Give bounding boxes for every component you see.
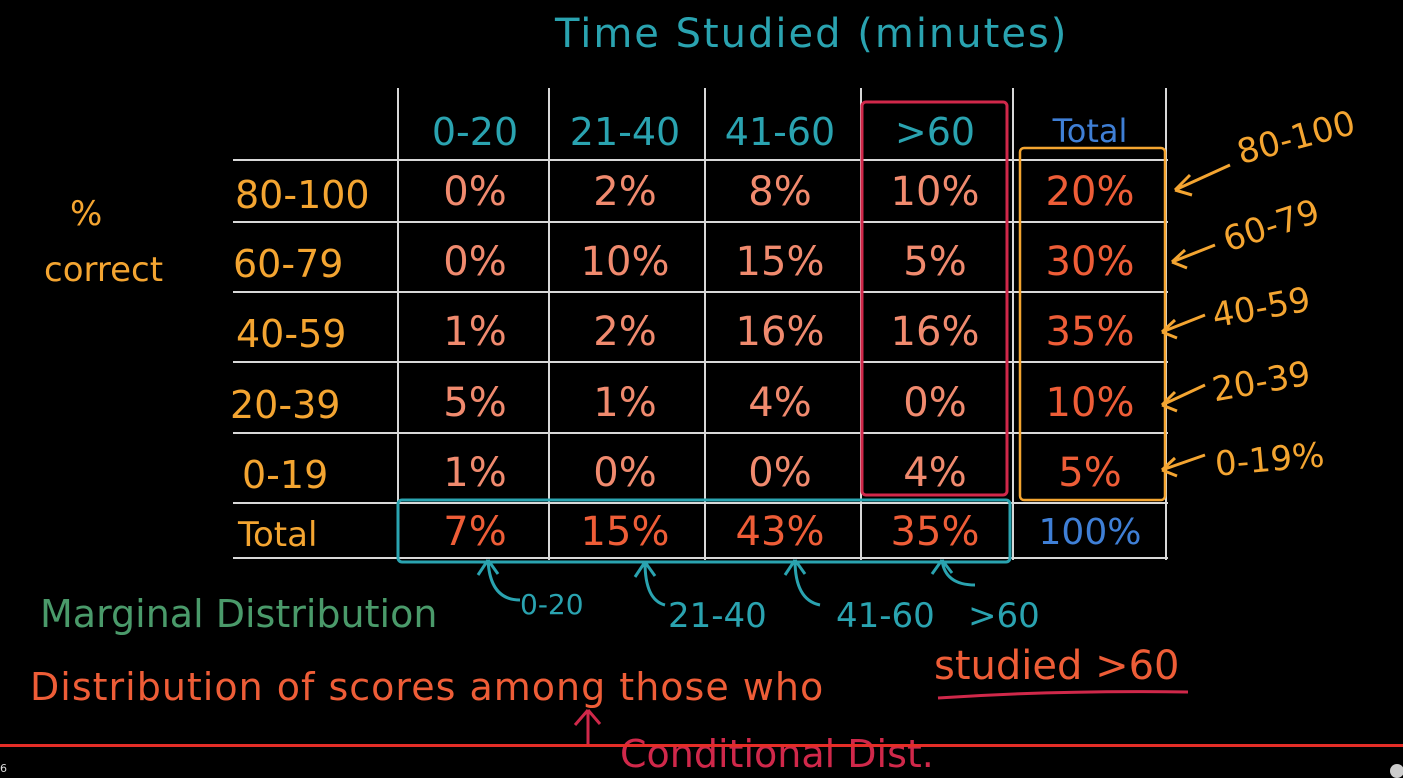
bottom-arrow-label: 21-40 [668, 596, 767, 636]
table-cell: 0% [903, 380, 967, 426]
table-cell: 0% [443, 239, 507, 285]
column-total: 7% [443, 509, 507, 555]
table-title: Time Studied (minutes) [555, 11, 1069, 57]
conditional-sentence: Distribution of scores among those who [30, 665, 825, 709]
row-total: 35% [1045, 309, 1135, 355]
conditional-sentence-end: studied >60 [934, 643, 1180, 689]
column-total: 35% [890, 509, 980, 555]
table-cell: 5% [903, 239, 967, 285]
marginal-row-box [396, 498, 1012, 564]
conditional-arrow [573, 709, 602, 745]
row-label: 40-59 [236, 312, 347, 356]
row-axis-label: % [70, 194, 103, 234]
column-header-total: Total [1052, 112, 1128, 150]
row-total: 5% [1058, 450, 1122, 496]
row-label: 60-79 [233, 242, 344, 286]
video-timestamp: 6 [0, 762, 7, 775]
table-cell: 4% [748, 380, 812, 426]
table-cell: 0% [443, 169, 507, 215]
grand-total: 100% [1038, 512, 1142, 553]
table-cell: 2% [593, 169, 657, 215]
marginal-distribution-note: Marginal Distribution [40, 592, 438, 636]
table-cell: 2% [593, 309, 657, 355]
column-total: 15% [580, 509, 670, 555]
row-total: 30% [1045, 239, 1135, 285]
row-axis-label: correct [44, 250, 164, 290]
sentence-underline [937, 690, 1189, 700]
bottom-arrow-label: 0-20 [520, 588, 584, 621]
table-cell: 16% [890, 309, 980, 355]
row-total: 10% [1045, 380, 1135, 426]
table-cell: 4% [903, 450, 967, 496]
right-arrows [1160, 163, 1231, 478]
row-label: 0-19 [242, 453, 329, 497]
column-header: >60 [894, 110, 976, 154]
table-cell: 15% [735, 239, 825, 285]
column-header: 21-40 [569, 110, 681, 154]
row-label: 80-100 [235, 173, 370, 217]
column-header: 41-60 [724, 110, 836, 154]
bottom-arrow-label: 41-60 [836, 596, 935, 636]
column-total: 43% [735, 509, 825, 555]
bottom-arrows [476, 559, 976, 607]
table-cell: 10% [580, 239, 670, 285]
column-header: 0-20 [431, 110, 519, 154]
table-cell: 1% [443, 309, 507, 355]
bottom-arrow-label: >60 [968, 596, 1040, 636]
conditional-column-box [860, 100, 1009, 497]
table-cell: 1% [443, 450, 507, 496]
video-progress-bar[interactable] [0, 744, 1403, 747]
row-label: 20-39 [230, 383, 341, 427]
table-cell: 1% [593, 380, 657, 426]
table-cell: 0% [593, 450, 657, 496]
total-row-label: Total [238, 515, 318, 555]
table-cell: 16% [735, 309, 825, 355]
row-total: 20% [1045, 169, 1135, 215]
table-cell: 5% [443, 380, 507, 426]
total-column-box [1018, 146, 1167, 502]
table-cell: 8% [748, 169, 812, 215]
table-cell: 0% [748, 450, 812, 496]
conditional-dist-note: Conditional Dist. [620, 732, 934, 776]
table-cell: 10% [890, 169, 980, 215]
video-scrubber-handle[interactable] [1390, 764, 1403, 778]
